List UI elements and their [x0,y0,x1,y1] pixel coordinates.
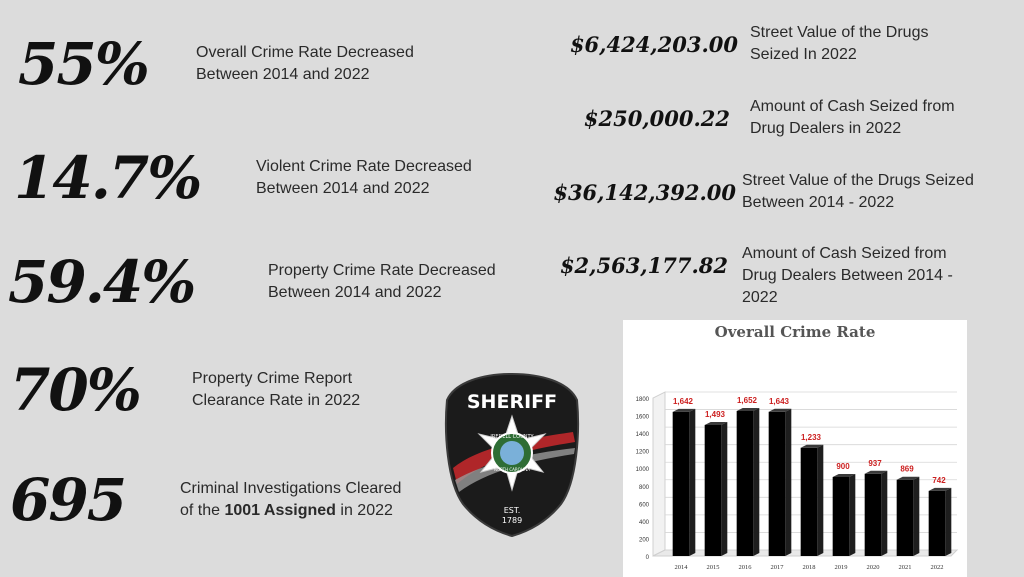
bar [832,477,850,556]
bar [736,410,754,556]
bar-top [672,408,696,412]
overall-crime-chart: 0 200 400 600 800 1000 1200 1400 1600 1800 1,642 20… [623,320,967,577]
stat-overall-crime: 55% Overall Crime Rate Decreased Between… [18,30,414,98]
stat-investigations: 695 Criminal Investigations Cleared of t… [10,466,401,534]
stat-drug-value-total: $36,142,392.00 Street Value of the Drugs… [522,170,974,214]
bar [768,411,786,556]
bar-value-label: 1,643 [769,397,790,406]
stat-label: Property Crime Rate Decreased Between 20… [268,262,496,301]
bar-top [768,408,792,412]
y-tick-label: 1200 [636,450,650,456]
stat-clearance-rate: 70% Property Crime Report Clearance Rate… [10,356,360,424]
x-tick-label: 2017 [771,564,785,571]
bar [800,447,818,556]
bar-value-label: 742 [932,476,946,485]
x-tick-label: 2021 [899,564,912,571]
bar-value-label: 869 [900,465,914,474]
stat-value: 14.7% [14,144,202,212]
bar-side [689,408,696,556]
stat-label: Amount of Cash Seized from Drug Dealers … [750,98,955,137]
bar [672,411,690,556]
stat-value: 55% [18,30,150,98]
x-tick-label: 2022 [931,564,944,571]
x-tick-label: 2018 [803,564,816,571]
bar-top [704,421,728,425]
bar-side [721,421,728,556]
bar-top [928,487,952,491]
stat-value: $2,563,177.82 [559,253,728,278]
stat-violent-crime: 14.7% Violent Crime Rate Decreased Betwe… [14,144,472,212]
y-tick-label: 1800 [636,397,650,403]
stat-value: $250,000.22 [583,105,730,131]
chart-canvas: 0 200 400 600 800 1000 1200 1400 1600 1800 1,642 20… [636,391,959,571]
y-tick-label: 1000 [636,467,650,473]
y-tick-label: 200 [639,537,650,543]
badge-ring-text-bottom: NORTH CAROLINA [494,467,530,472]
bar-value-label: 900 [836,462,850,471]
stat-value: $36,142,392.00 [553,179,736,205]
stat-cash-total: $2,563,177.82 Amount of Cash Seized from… [530,243,953,309]
bar [864,473,882,556]
bar [896,479,914,556]
bar [928,490,946,556]
stat-label: Property Crime Report Clearance Rate in … [192,370,361,409]
bar-side [913,476,920,556]
bar-value-label: 1,652 [737,396,758,405]
bar-value-label: 1,493 [705,410,726,419]
bar-side [849,474,856,556]
sheriff-badge-logo: SHERIFF IREDELL COUNTY NORTH CAROLINA ES… [445,372,579,538]
x-tick-label: 2016 [739,564,753,571]
y-tick-label: 1600 [636,415,650,421]
stat-label: Criminal Investigations Cleared of the 1… [180,480,402,519]
y-tick-label: 0 [646,555,650,561]
bar-top [864,470,888,474]
badge-ring-text: IREDELL COUNTY [490,434,534,440]
stat-label: Street Value of the Drugs Seized Between… [742,172,974,211]
x-tick-label: 2019 [835,564,848,571]
bar-side [817,444,824,556]
stat-label: Amount of Cash Seized from Drug Dealers … [742,245,953,306]
bar-side [785,408,792,556]
bar-side [945,487,952,556]
bar [704,424,722,556]
bar-side [881,470,888,556]
badge-est-label: EST. [504,506,521,515]
stat-value: 695 [10,466,127,534]
x-tick-label: 2020 [867,564,880,571]
chart-side-wall [652,391,666,557]
y-tick-label: 600 [639,502,650,508]
bar-top [800,444,824,448]
stat-value: 59.4% [8,248,196,316]
chart-title: Overall Crime Rate [714,323,876,341]
y-tick-label: 400 [639,520,650,526]
x-tick-label: 2015 [707,564,720,571]
y-tick-label: 800 [639,485,650,491]
bar-top [896,476,920,480]
bar-value-label: 1,642 [673,397,694,406]
stat-drug-value-2022: $6,424,203.00 Street Value of the Drugs … [530,22,929,66]
badge-est-year: 1789 [502,516,522,525]
stat-property-crime: 59.4% Property Crime Rate Decreased Betw… [8,248,496,316]
badge-title: SHERIFF [467,391,557,413]
bar-top [736,407,760,411]
stat-cash-2022: $250,000.22 Amount of Cash Seized from D… [530,96,955,140]
bar-top [832,474,856,477]
bar-side [753,407,760,556]
bar-value-label: 937 [868,459,882,468]
y-tick-label: 1400 [636,432,650,438]
stat-value: $6,424,203.00 [569,31,738,57]
stat-label: Overall Crime Rate Decreased Between 201… [196,44,414,83]
bar-value-label: 1,233 [801,433,822,442]
x-tick-label: 2014 [675,564,689,571]
stat-value: 70% [10,356,142,424]
stat-label: Street Value of the Drugs Seized In 2022 [750,24,929,63]
stat-label: Violent Crime Rate Decreased Between 201… [256,158,472,197]
